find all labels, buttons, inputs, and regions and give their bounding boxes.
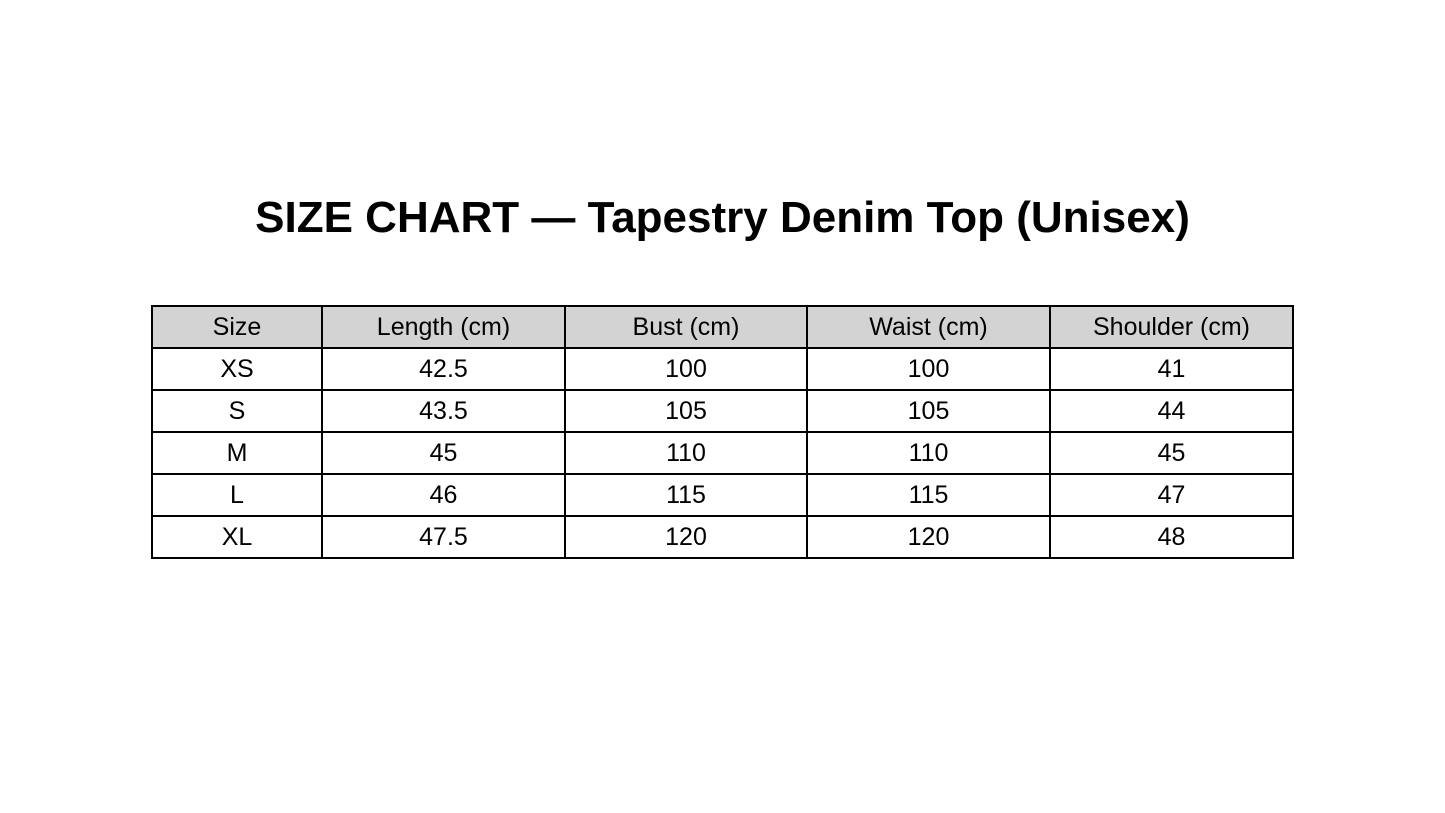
table-cell: 105 (806, 389, 1051, 433)
table-cell: 100 (806, 347, 1051, 391)
table-cell: 42.5 (321, 347, 566, 391)
table-row: M 45 110 110 45 (151, 431, 1294, 475)
table-row: S 43.5 105 105 44 (151, 389, 1294, 433)
table-cell: 45 (1049, 431, 1294, 475)
table-cell: 46 (321, 473, 566, 517)
table-cell: 100 (564, 347, 808, 391)
table-cell: L (151, 473, 323, 517)
table-cell: S (151, 389, 323, 433)
table-row: XL 47.5 120 120 48 (151, 515, 1294, 559)
table-cell: 47.5 (321, 515, 566, 559)
table-cell: 110 (564, 431, 808, 475)
size-chart-table: Size Length (cm) Bust (cm) Waist (cm) Should… (151, 305, 1294, 559)
table-cell: 115 (564, 473, 808, 517)
table-cell: 115 (806, 473, 1051, 517)
table-cell: 48 (1049, 515, 1294, 559)
table-cell: 45 (321, 431, 566, 475)
table-cell: 120 (806, 515, 1051, 559)
table-cell: 105 (564, 389, 808, 433)
column-header: Shoulder (cm) (1049, 305, 1294, 349)
table-cell: 41 (1049, 347, 1294, 391)
column-header: Size (151, 305, 323, 349)
table-cell: XS (151, 347, 323, 391)
column-header: Bust (cm) (564, 305, 808, 349)
table-cell: 44 (1049, 389, 1294, 433)
page-title: SIZE CHART — Tapestry Denim Top (Unisex) (255, 193, 1190, 242)
column-header: Waist (cm) (806, 305, 1051, 349)
table-cell: M (151, 431, 323, 475)
table-row: XS 42.5 100 100 41 (151, 347, 1294, 391)
table-cell: XL (151, 515, 323, 559)
table-header-row: Size Length (cm) Bust (cm) Waist (cm) Should… (151, 305, 1294, 349)
table-row: L 46 115 115 47 (151, 473, 1294, 517)
column-header: Length (cm) (321, 305, 566, 349)
table-cell: 43.5 (321, 389, 566, 433)
table-cell: 120 (564, 515, 808, 559)
table-cell: 110 (806, 431, 1051, 475)
table-cell: 47 (1049, 473, 1294, 517)
